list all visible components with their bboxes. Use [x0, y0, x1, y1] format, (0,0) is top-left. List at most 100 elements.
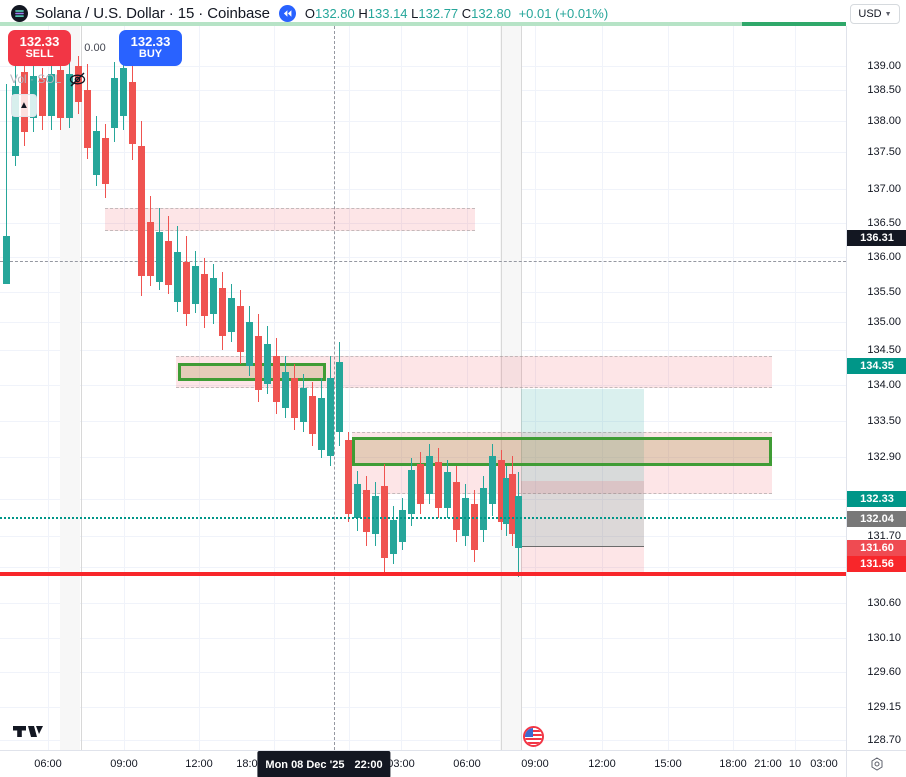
- gridline-v: [668, 26, 669, 750]
- header-progress-fill: [742, 22, 846, 26]
- price-tick: 138.50: [867, 84, 901, 96]
- demand-box-133[interactable]: [352, 437, 772, 466]
- candlestick-series: [0, 26, 846, 750]
- time-tick: 18:00: [719, 758, 747, 770]
- chevron-down-icon: ▼: [884, 10, 892, 18]
- gridline-v: [401, 26, 402, 750]
- ohlc-readout: O132.80 H133.14 L132.77 C132.80 +0.01 (+…: [305, 6, 608, 21]
- time-tick: 09:00: [521, 758, 549, 770]
- buy-button[interactable]: 132.33 BUY: [119, 30, 182, 66]
- time-tick: 09:00: [110, 758, 138, 770]
- sell-label: SELL: [25, 48, 54, 61]
- gridline-h: [0, 121, 846, 122]
- gridline-h: [0, 66, 846, 67]
- price-tick: 139.00: [867, 60, 901, 72]
- hamburger-icon[interactable]: [11, 4, 28, 22]
- stop-loss-line[interactable]: [0, 572, 846, 576]
- price-tag-131-56[interactable]: 131.56: [847, 556, 906, 572]
- ohlc-close-key: C: [461, 5, 472, 21]
- tradingview-logo[interactable]: [13, 721, 45, 741]
- sell-button[interactable]: 132.33 SELL: [8, 30, 71, 66]
- ohlc-high-value: 133.14: [367, 5, 408, 21]
- supply-zone-137[interactable]: [105, 208, 475, 231]
- price-tick: 135.50: [867, 286, 901, 298]
- price-tick: 134.00: [867, 379, 901, 391]
- price-tag-131-60[interactable]: 131.60: [847, 540, 906, 556]
- price-tick: 135.00: [867, 316, 901, 328]
- trade-panel: 132.33 SELL 0.00 132.33 BUY: [8, 30, 182, 66]
- current-date-highlight[interactable]: Mon 08 Dec '25 22:00: [257, 751, 391, 777]
- session-band: [60, 26, 80, 750]
- gridline-h: [0, 322, 846, 323]
- price-tick: 132.90: [867, 451, 901, 463]
- buy-price: 132.33: [130, 34, 171, 50]
- price-tick: 134.50: [867, 344, 901, 356]
- time-tick: 03:00: [387, 758, 415, 770]
- symbol-title[interactable]: Solana / U.S. Dollar · 15 · Coinbase: [35, 4, 270, 22]
- gridline-h: [0, 223, 846, 224]
- target-line-segment: [521, 546, 644, 547]
- price-tag-132-33[interactable]: 132.33: [847, 491, 906, 507]
- gridline-h: [0, 567, 846, 568]
- gridline-h: [0, 385, 846, 386]
- price-tag-136-31[interactable]: 136.31: [847, 230, 906, 246]
- gridline-h: [0, 672, 846, 673]
- price-tick: 129.60: [867, 666, 901, 678]
- gridline-h: [0, 457, 846, 458]
- day-separator-dashed: [334, 26, 335, 750]
- price-tag-134-35[interactable]: 134.35: [847, 358, 906, 374]
- chart-header: Solana / U.S. Dollar · 15 · Coinbase O13…: [0, 0, 906, 26]
- price-tick: 133.50: [867, 415, 901, 427]
- header-progress-track: [0, 22, 846, 26]
- highlight-date: Mon 08 Dec '25: [265, 758, 345, 771]
- gridline-h: [0, 257, 846, 258]
- price-tick: 137.50: [867, 146, 901, 158]
- chevron-up-icon[interactable]: ▲: [11, 94, 37, 117]
- add-order-plus-icon[interactable]: [846, 231, 847, 245]
- ohlc-open-value: 132.80: [314, 5, 355, 21]
- entry-price-line[interactable]: [0, 517, 846, 519]
- buy-label: BUY: [138, 48, 163, 61]
- gridline-h: [0, 603, 846, 604]
- ohlc-close-value: 132.80: [471, 5, 511, 21]
- sell-price: 132.33: [19, 34, 60, 50]
- price-tick: 130.10: [867, 632, 901, 644]
- gridline-v: [124, 26, 125, 750]
- time-tick: 18:00: [236, 758, 264, 770]
- gridline-v: [199, 26, 200, 750]
- supply-zone-131[interactable]: [521, 481, 644, 573]
- rewind-icon[interactable]: [278, 4, 296, 22]
- price-tick: 137.00: [867, 183, 901, 195]
- gridline-v: [795, 26, 796, 750]
- price-axis[interactable]: 139.00 138.50 138.00 137.50 137.00 136.50 136.…: [846, 26, 906, 750]
- ohlc-high-key: H: [358, 5, 368, 21]
- time-tick: 06:00: [34, 758, 62, 770]
- ohlc-low-key: L: [411, 5, 419, 21]
- ohlc-open-key: O: [304, 5, 315, 21]
- spread-value: 0.00: [84, 42, 106, 54]
- gridline-h: [0, 152, 846, 153]
- time-axis[interactable]: 06:00 09:00 12:00 15:00 18:00 03:00 06:00 09:00…: [0, 750, 846, 777]
- gridline-h: [0, 189, 846, 190]
- gridline-v: [467, 26, 468, 750]
- gridline-h: [0, 740, 846, 741]
- demand-zone-132[interactable]: [521, 389, 644, 547]
- currency-selector[interactable]: USD ▼: [850, 4, 900, 24]
- chart-plot-area[interactable]: [0, 26, 846, 750]
- gridline-h: [0, 421, 846, 422]
- gridline-v: [48, 26, 49, 750]
- eye-off-icon[interactable]: [68, 70, 87, 89]
- gridline-v: [535, 26, 536, 750]
- session-separator: [521, 26, 522, 750]
- price-tick: 136.50: [867, 217, 901, 229]
- session-separator: [81, 26, 82, 750]
- economic-event-flag-icon[interactable]: [523, 726, 544, 747]
- timezone-settings-button[interactable]: [846, 750, 906, 777]
- time-tick: 10: [788, 758, 802, 770]
- price-tag-132-04[interactable]: 132.04: [847, 511, 906, 527]
- currency-label: USD: [858, 8, 882, 20]
- gridline-v: [602, 26, 603, 750]
- gridline-h: [0, 350, 846, 351]
- gridline-h: [0, 707, 846, 708]
